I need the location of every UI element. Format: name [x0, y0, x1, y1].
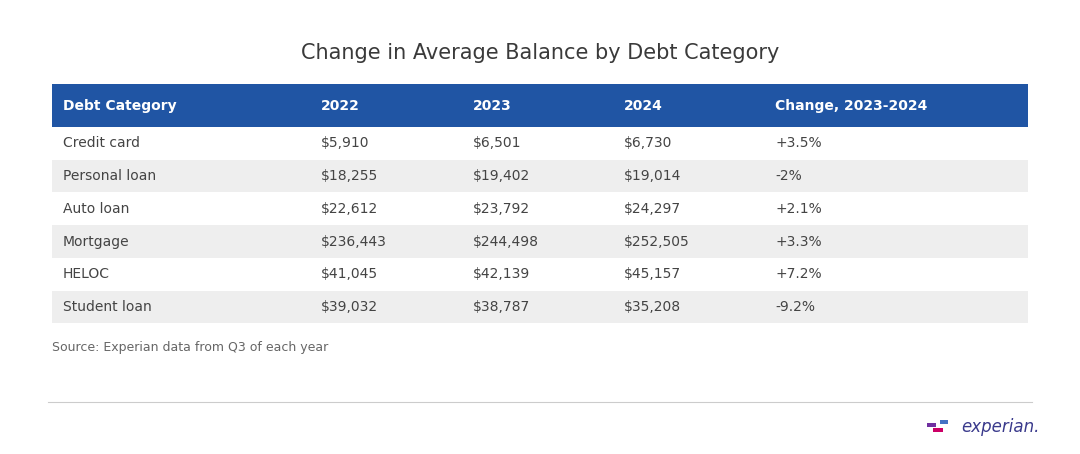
Text: $18,255: $18,255: [322, 169, 379, 183]
Text: $42,139: $42,139: [473, 267, 530, 281]
Text: +3.5%: +3.5%: [775, 137, 822, 150]
Text: $41,045: $41,045: [322, 267, 378, 281]
Text: Auto loan: Auto loan: [63, 202, 129, 216]
Text: $39,032: $39,032: [322, 300, 378, 314]
Text: 2023: 2023: [473, 99, 512, 113]
Text: $19,402: $19,402: [473, 169, 530, 183]
Text: Mortgage: Mortgage: [63, 235, 130, 248]
Text: Change, 2023-2024: Change, 2023-2024: [775, 99, 928, 113]
Text: +3.3%: +3.3%: [775, 235, 822, 248]
Text: -9.2%: -9.2%: [775, 300, 815, 314]
Text: Source: Experian data from Q3 of each year: Source: Experian data from Q3 of each ye…: [52, 341, 328, 355]
Text: $6,730: $6,730: [624, 137, 673, 150]
Text: $19,014: $19,014: [624, 169, 681, 183]
Text: $24,297: $24,297: [624, 202, 681, 216]
Text: 2024: 2024: [624, 99, 663, 113]
Text: $38,787: $38,787: [473, 300, 530, 314]
Text: Personal loan: Personal loan: [63, 169, 156, 183]
Text: $5,910: $5,910: [322, 137, 369, 150]
Text: $6,501: $6,501: [473, 137, 522, 150]
Text: -2%: -2%: [775, 169, 802, 183]
Bar: [933, 428, 943, 432]
Text: experian.: experian.: [961, 418, 1040, 436]
Text: Change in Average Balance by Debt Category: Change in Average Balance by Debt Catego…: [301, 43, 779, 63]
Text: $23,792: $23,792: [473, 202, 530, 216]
Bar: [927, 423, 936, 427]
Text: +2.1%: +2.1%: [775, 202, 822, 216]
Text: $22,612: $22,612: [322, 202, 379, 216]
Text: $45,157: $45,157: [624, 267, 681, 281]
Text: 2022: 2022: [322, 99, 361, 113]
Text: Student loan: Student loan: [63, 300, 151, 314]
Bar: [940, 420, 948, 424]
Text: $236,443: $236,443: [322, 235, 388, 248]
Text: $35,208: $35,208: [624, 300, 681, 314]
Text: Credit card: Credit card: [63, 137, 139, 150]
Text: +7.2%: +7.2%: [775, 267, 822, 281]
Text: Debt Category: Debt Category: [63, 99, 176, 113]
Text: $252,505: $252,505: [624, 235, 690, 248]
Text: HELOC: HELOC: [63, 267, 110, 281]
Text: $244,498: $244,498: [473, 235, 539, 248]
